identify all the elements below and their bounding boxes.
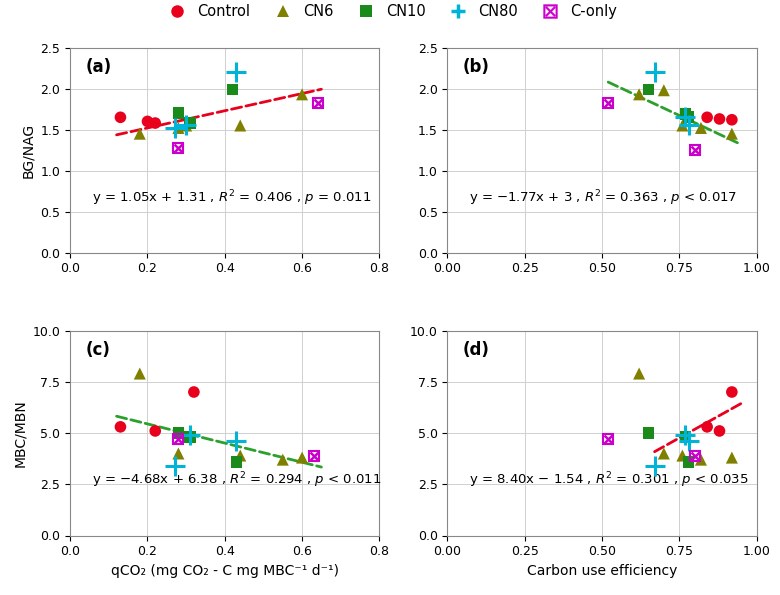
Text: (d): (d) (463, 341, 490, 359)
Text: y = 1.05x + 1.31 , $R^2$ = 0.406 , $p$ = 0.011: y = 1.05x + 1.31 , $R^2$ = 0.406 , $p$ =… (92, 188, 371, 208)
Text: (a): (a) (86, 58, 112, 76)
Point (184, 430, 197, 440)
Point (172, 449, 185, 458)
Point (648, 461, 661, 471)
Point (658, 86, 670, 95)
Point (701, 422, 714, 431)
Point (682, 457, 695, 466)
Point (676, 121, 689, 130)
Point (633, 90, 645, 99)
Point (168, 123, 181, 133)
Text: y = 8.40x − 1.54 , $R^2$ = 0.301 , $p$ < 0.035: y = 8.40x − 1.54 , $R^2$ = 0.301 , $p$ <… (469, 471, 749, 490)
Point (296, 453, 308, 462)
Point (725, 387, 738, 397)
Point (141, 117, 154, 126)
Point (713, 426, 725, 436)
Point (679, 433, 692, 442)
Point (184, 118, 197, 128)
Point (648, 67, 661, 77)
Point (226, 84, 239, 94)
Point (695, 455, 707, 465)
Point (230, 437, 243, 446)
Point (633, 369, 645, 378)
Point (676, 451, 689, 461)
Point (230, 457, 243, 466)
Point (725, 453, 738, 462)
Point (172, 428, 185, 438)
Point (172, 123, 185, 133)
Point (695, 123, 707, 133)
Point (149, 118, 161, 128)
Text: (c): (c) (86, 341, 111, 359)
Point (679, 109, 692, 119)
Point (234, 451, 246, 461)
Point (679, 112, 692, 122)
Y-axis label: MBC/MBN: MBC/MBN (13, 399, 27, 467)
X-axis label: Carbon use efficiency: Carbon use efficiency (526, 564, 677, 578)
Point (133, 369, 146, 378)
Point (682, 120, 695, 130)
Text: (b): (b) (463, 58, 490, 76)
Point (725, 115, 738, 124)
Point (180, 121, 193, 130)
Point (184, 433, 197, 442)
Point (679, 430, 692, 440)
Legend: Control, CN6, CN10, CN80, C-only: Control, CN6, CN10, CN80, C-only (162, 4, 618, 19)
Text: y = −4.68x + 6.38 , $R^2$ = 0.294 , $p$ < 0.011: y = −4.68x + 6.38 , $R^2$ = 0.294 , $p$ … (92, 471, 381, 490)
Point (114, 422, 126, 431)
X-axis label: qCO₂ (mg CO₂ - C mg MBC⁻¹ d⁻¹): qCO₂ (mg CO₂ - C mg MBC⁻¹ d⁻¹) (111, 564, 339, 578)
Y-axis label: BG/NAG: BG/NAG (21, 123, 35, 178)
Point (296, 90, 308, 99)
Point (682, 112, 695, 122)
Point (642, 84, 654, 94)
Point (277, 455, 289, 465)
Point (149, 426, 161, 436)
Point (725, 129, 738, 139)
Point (713, 114, 725, 124)
Point (230, 67, 243, 77)
Point (642, 428, 654, 438)
Point (180, 121, 193, 130)
Point (133, 129, 146, 139)
Point (701, 112, 714, 122)
Point (658, 449, 670, 458)
Point (172, 108, 185, 118)
Point (234, 121, 246, 130)
Text: y = −1.77x + 3 , $R^2$ = 0.363 , $p$ < 0.017: y = −1.77x + 3 , $R^2$ = 0.363 , $p$ < 0… (469, 188, 737, 208)
Point (114, 112, 126, 122)
Point (682, 437, 695, 446)
Point (168, 461, 181, 471)
Point (188, 387, 200, 397)
